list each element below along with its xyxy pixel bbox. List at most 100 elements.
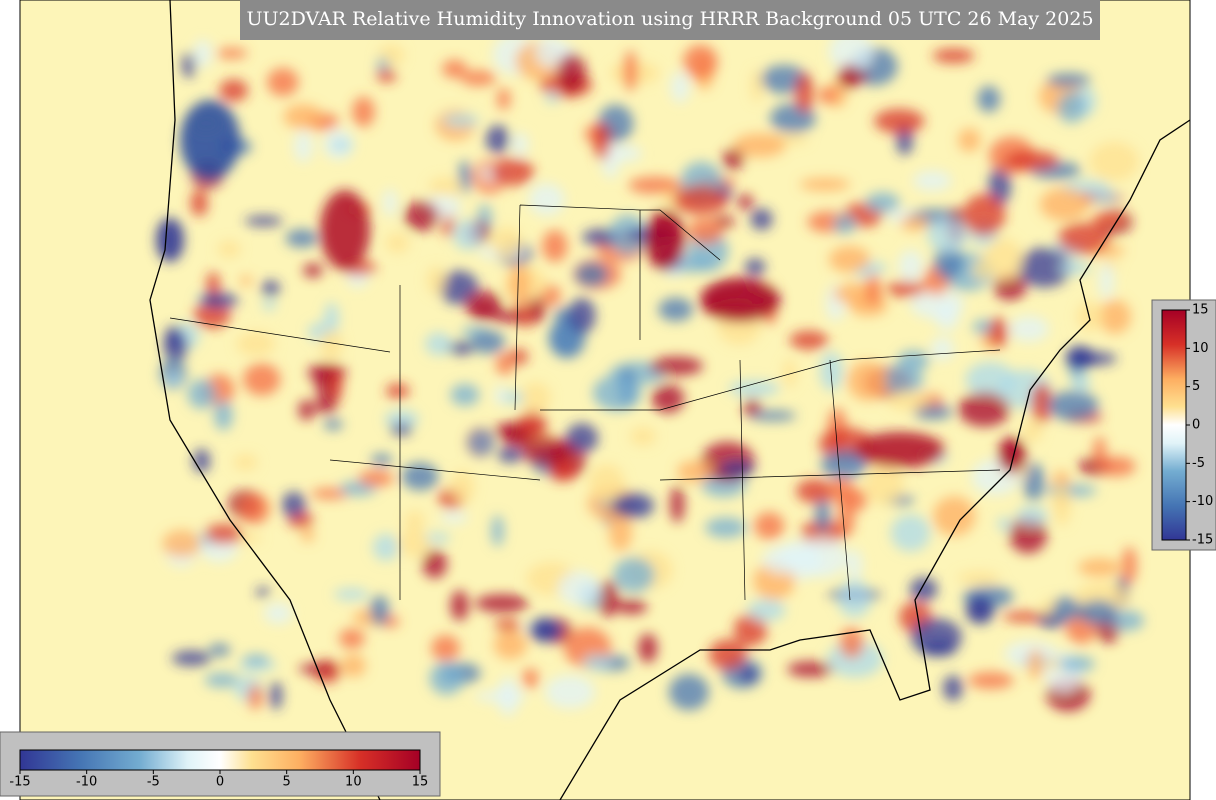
field-blob xyxy=(236,331,276,356)
field-blob xyxy=(593,122,611,161)
field-blob xyxy=(208,643,231,657)
field-blob xyxy=(491,157,534,186)
field-blob xyxy=(201,292,239,309)
field-blob xyxy=(733,613,768,647)
field-blob xyxy=(511,132,529,157)
field-blob xyxy=(1052,484,1071,526)
field-blob xyxy=(935,303,960,331)
field-blob xyxy=(428,177,463,197)
field-blob xyxy=(535,35,564,68)
field-blob xyxy=(213,400,233,431)
field-blob xyxy=(900,215,929,231)
field-blob xyxy=(460,70,497,86)
innovation-field xyxy=(156,31,1145,716)
field-blob xyxy=(180,100,240,180)
field-blob xyxy=(568,297,596,334)
field-blob xyxy=(164,373,183,386)
field-blob xyxy=(1002,611,1050,623)
field-blob xyxy=(485,125,510,154)
field-blob xyxy=(422,532,451,543)
field-blob xyxy=(874,108,925,134)
field-blob xyxy=(629,426,657,446)
colorbar-tick-label: 15 xyxy=(1192,303,1209,318)
field-blob xyxy=(558,571,601,606)
field-blob xyxy=(217,240,241,258)
field-blob xyxy=(897,350,930,372)
field-blob xyxy=(263,602,293,624)
field-blob xyxy=(438,270,479,305)
field-blob xyxy=(965,361,1016,397)
field-blob xyxy=(303,263,323,278)
field-blob xyxy=(182,52,196,78)
field-blob xyxy=(846,548,863,581)
colorbar-tick-label: -10 xyxy=(1192,494,1213,509)
field-blob xyxy=(1039,187,1089,221)
field-blob xyxy=(1089,141,1139,181)
field-blob xyxy=(542,230,568,263)
field-blob xyxy=(574,262,609,287)
field-blob xyxy=(283,103,323,130)
field-blob xyxy=(314,397,338,414)
field-blob xyxy=(503,390,524,405)
field-blob xyxy=(1046,73,1091,88)
field-blob xyxy=(267,67,299,97)
field-blob xyxy=(828,31,874,72)
field-blob xyxy=(799,537,847,578)
colorbar-tick-label: -5 xyxy=(147,775,160,790)
field-blob xyxy=(683,44,718,79)
field-blob xyxy=(1044,484,1097,498)
field-blob xyxy=(1058,261,1091,275)
field-blob xyxy=(887,390,931,411)
field-blob xyxy=(475,594,529,613)
field-blob xyxy=(1066,346,1094,370)
colorbar-tick-label: -5 xyxy=(1192,456,1205,471)
field-blob xyxy=(1098,262,1114,300)
field-blob xyxy=(1098,299,1132,334)
colorbar-tick-label: 5 xyxy=(283,775,291,790)
field-blob xyxy=(865,192,900,213)
field-blob xyxy=(494,385,507,406)
field-blob xyxy=(465,290,503,320)
colorbar-tick-label: 10 xyxy=(1192,341,1209,356)
map-title: UU2DVAR Relative Humidity Innovation usi… xyxy=(246,8,1093,30)
field-blob xyxy=(747,599,786,622)
field-blob xyxy=(977,85,1001,113)
field-blob xyxy=(239,275,253,287)
field-blob xyxy=(988,317,1009,348)
field-blob xyxy=(330,139,353,152)
field-blob xyxy=(700,278,780,322)
field-blob xyxy=(219,79,249,102)
field-blob xyxy=(988,166,1012,206)
field-blob xyxy=(422,549,447,579)
field-blob xyxy=(192,448,211,473)
colorbar-tick-label: 0 xyxy=(216,775,224,790)
field-blob xyxy=(1009,516,1047,554)
field-blob xyxy=(1077,558,1121,577)
field-blob xyxy=(687,217,724,245)
field-blob xyxy=(1059,655,1095,673)
field-blob xyxy=(497,87,511,111)
field-blob xyxy=(187,379,217,409)
field-blob xyxy=(957,571,1001,585)
field-blob xyxy=(401,462,439,491)
field-blob xyxy=(244,215,283,227)
field-blob xyxy=(298,399,315,421)
field-blob xyxy=(722,148,745,170)
field-blob xyxy=(658,297,694,322)
colorbar-tick-label: -15 xyxy=(1192,533,1213,548)
field-blob xyxy=(1090,190,1118,205)
field-blob xyxy=(828,246,871,273)
colorbar xyxy=(19,749,421,771)
field-blob xyxy=(311,488,350,500)
field-blob xyxy=(881,364,924,396)
field-blob xyxy=(439,511,469,524)
field-blob xyxy=(739,667,758,683)
field-blob xyxy=(372,533,399,561)
colorbar-tick-label: 5 xyxy=(1192,379,1200,394)
field-blob xyxy=(993,273,1027,301)
field-blob xyxy=(450,590,469,621)
field-blob xyxy=(910,618,962,656)
field-blob xyxy=(942,675,963,702)
field-blob xyxy=(1047,390,1099,421)
